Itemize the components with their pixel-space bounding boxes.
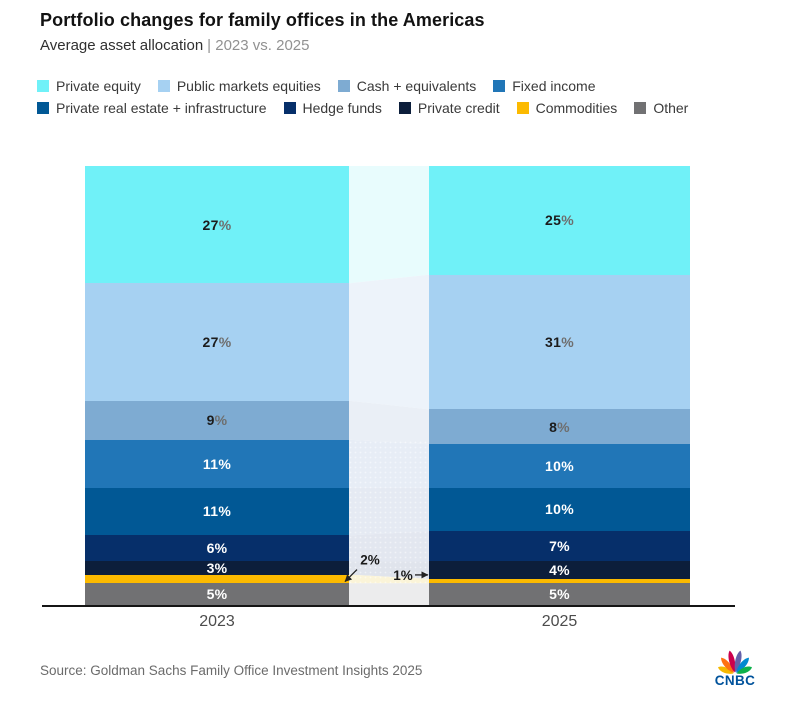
segment-value-label: 3% xyxy=(206,559,228,576)
legend-swatch-private-credit xyxy=(398,102,411,114)
segment-value-label: 8% xyxy=(549,418,570,435)
segment-value-label: 5% xyxy=(549,586,570,603)
segment-private-real-estate-infrastructure-2023: 11% xyxy=(85,487,349,536)
segment-other-2023: 5% xyxy=(85,583,349,605)
chart-subtitle: Average asset allocation | 2023 vs. 2025 xyxy=(40,37,309,54)
legend-item-private-credit: Private credit xyxy=(398,100,500,116)
segment-value-label: 27% xyxy=(202,334,232,351)
segment-hedge-funds-2023: 6% xyxy=(85,535,349,562)
segment-value-label: 11% xyxy=(202,455,232,472)
segment-value-label: 4% xyxy=(549,562,570,579)
legend-item-hedge-funds: Hedge funds xyxy=(283,100,382,116)
legend-item-public-markets-equities: Public markets equities xyxy=(157,78,321,94)
page-title: Portfolio changes for family offices in … xyxy=(40,10,485,30)
segment-private-credit-2023: 3% xyxy=(85,559,349,576)
segment-value-label: 11% xyxy=(202,503,232,520)
segment-public-markets-equities-2023: 27% xyxy=(85,283,349,401)
flow-cash-equivalents xyxy=(349,400,429,445)
cnbc-logo: CNBC xyxy=(708,645,762,688)
legend-label: Other xyxy=(653,100,689,116)
legend-item-cash-equivalents: Cash + equivalents xyxy=(337,78,477,94)
legend-item-private-equity: Private equity xyxy=(37,78,141,94)
segment-value-label: 7% xyxy=(549,538,570,555)
segment-value-label: 10% xyxy=(545,457,574,474)
x-tick-2025: 2025 xyxy=(541,613,578,630)
annotation-commodities-2025: 1% xyxy=(393,568,413,583)
legend-swatch-private-real-estate-infrastructure xyxy=(37,102,49,114)
legend-swatch-cash-equivalents xyxy=(337,80,350,92)
legend-item-fixed-income: Fixed income xyxy=(493,78,596,94)
stacked-bar-2025: 25% 31% 8% 10% 10% 7% 4% 5% xyxy=(429,166,690,605)
legend-label: Hedge funds xyxy=(302,100,382,116)
subtitle-period: | 2023 vs. 2025 xyxy=(207,37,310,54)
flow-private-equity xyxy=(349,166,429,284)
allocation-flow-band: 2% 1% xyxy=(344,166,429,605)
cnbc-wordmark: CNBC xyxy=(714,673,756,688)
arrow-to-2023-commodities xyxy=(344,569,358,583)
legend-label: Fixed income xyxy=(512,78,596,94)
band-dot-texture xyxy=(349,439,429,584)
segment-value-label: 10% xyxy=(545,501,574,518)
segment-value-label: 6% xyxy=(206,540,228,557)
segment-other-2025: 5% xyxy=(429,583,690,605)
legend-swatch-private-equity xyxy=(37,80,49,92)
segment-fixed-income-2025: 10% xyxy=(429,444,690,488)
x-tick-2023: 2023 xyxy=(199,613,235,630)
legend-label: Cash + equivalents xyxy=(356,78,477,94)
legend-swatch-public-markets-equities xyxy=(157,80,170,92)
annotation-commodities-2023: 2% xyxy=(360,553,380,568)
segment-value-label: 9% xyxy=(206,412,228,429)
segment-value-label: 5% xyxy=(206,586,228,603)
legend-item-private-real-estate-infrastructure: Private real estate + infrastructure xyxy=(37,100,267,116)
segment-public-markets-equities-2025: 31% xyxy=(429,274,690,410)
segment-private-real-estate-infrastructure-2025: 10% xyxy=(429,487,690,532)
legend: Private equity Public markets equities Cas… xyxy=(37,78,772,116)
legend-label: Private credit xyxy=(417,100,500,116)
segment-fixed-income-2023: 11% xyxy=(85,439,349,488)
x-axis-line xyxy=(42,605,735,607)
segment-private-credit-2025: 4% xyxy=(429,561,690,579)
segment-cash-equivalents-2023: 9% xyxy=(85,400,349,440)
legend-label: Private real estate + infrastructure xyxy=(56,100,267,116)
segment-value-label: 27% xyxy=(202,216,232,233)
segment-commodities-2023 xyxy=(85,574,349,584)
segment-commodities-2025 xyxy=(429,578,690,584)
subtitle-text: Average asset allocation xyxy=(40,37,204,54)
legend-swatch-fixed-income xyxy=(493,80,506,92)
legend-swatch-other xyxy=(634,102,647,114)
segment-cash-equivalents-2025: 8% xyxy=(429,409,690,445)
segment-value-label: 25% xyxy=(545,212,574,229)
segment-private-equity-2023: 27% xyxy=(85,166,349,284)
segment-value-label: 31% xyxy=(545,334,574,351)
flow-other xyxy=(349,583,429,605)
peacock-icon xyxy=(718,650,752,674)
legend-label: Private equity xyxy=(56,78,141,94)
legend-label: Commodities xyxy=(535,100,618,116)
source-credit: Source: Goldman Sachs Family Office Inve… xyxy=(40,663,423,678)
legend-item-commodities: Commodities xyxy=(516,100,618,116)
legend-swatch-hedge-funds xyxy=(283,102,296,114)
legend-swatch-commodities xyxy=(516,102,529,114)
segment-private-equity-2025: 25% xyxy=(429,166,690,275)
stacked-bar-2023: 27% 27% 9% 11% 11% 6% 3% 5% xyxy=(85,166,349,605)
legend-label: Public markets equities xyxy=(176,78,321,94)
segment-hedge-funds-2025: 7% xyxy=(429,531,690,562)
flow-public-markets-equities xyxy=(349,274,429,410)
legend-item-other: Other xyxy=(634,100,688,116)
